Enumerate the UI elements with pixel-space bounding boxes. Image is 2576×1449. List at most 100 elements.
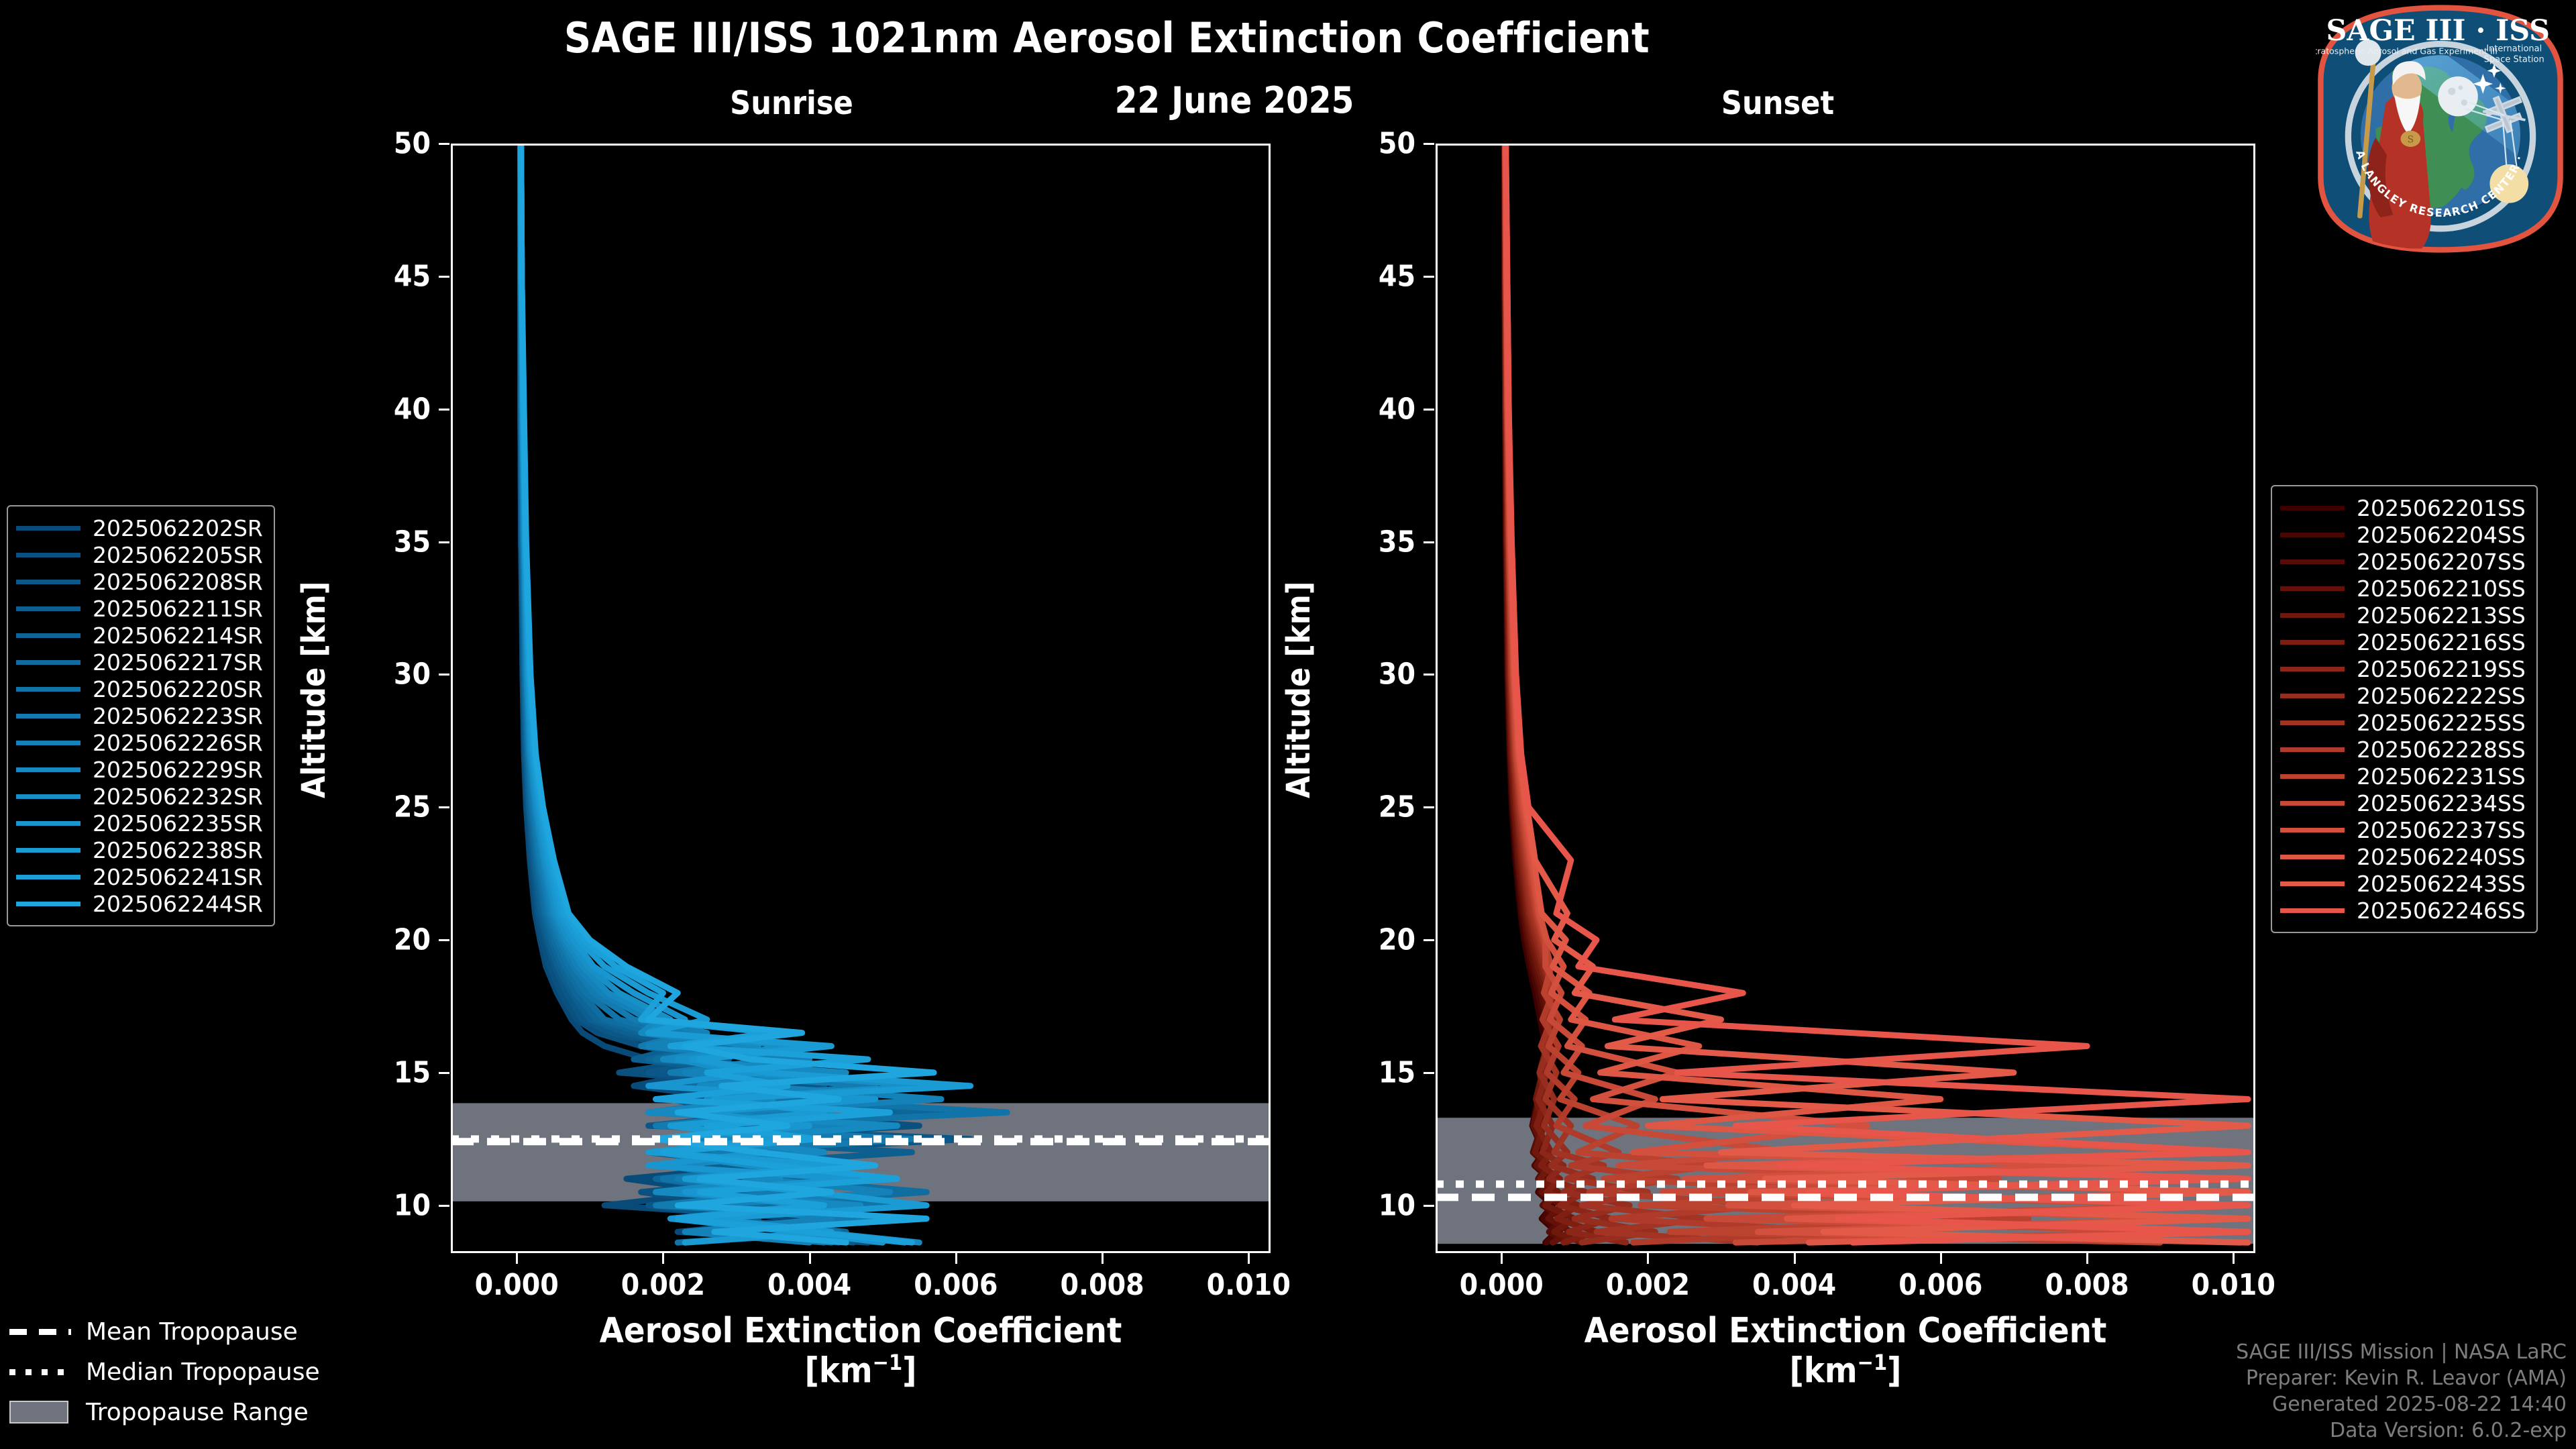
legend-item-label: 2025062216SS (2357, 629, 2526, 655)
legend-item[interactable]: 2025062222SS (2280, 682, 2526, 709)
legend-item[interactable]: 2025062207SS (2280, 548, 2526, 575)
legend-item[interactable]: 2025062201SS (2280, 494, 2526, 521)
legend-item[interactable]: 2025062208SR (16, 568, 263, 595)
profile-line (1503, 146, 2251, 1246)
legend-item-mean-tropopause: Mean Tropopause (9, 1311, 320, 1352)
legend-item[interactable]: 2025062223SR (16, 702, 263, 729)
legend-item-median-tropopause: Median Tropopause (9, 1352, 320, 1392)
x-tick-mark (2086, 1253, 2089, 1264)
legend-sunset-events[interactable]: 2025062201SS 2025062204SS 2025062207SS 2025… (2271, 485, 2538, 933)
legend-item-label: 2025062229SR (93, 756, 263, 783)
sage-iii-iss-mission-patch-logo: S BALL · NASA LANGLEY RESEARCH CENTER · … (2308, 4, 2565, 254)
legend-item[interactable]: 2025062216SS (2280, 629, 2526, 655)
legend-sunrise-events[interactable]: 2025062202SR 2025062205SR 2025062208SR 2025… (7, 505, 275, 926)
legend-color-swatch (2280, 693, 2345, 698)
page-title: SAGE III/ISS 1021nm Aerosol Extinction C… (564, 13, 1650, 62)
x-tick-label: 0.008 (2045, 1268, 2129, 1302)
y-tick-mark (439, 143, 449, 145)
x-tick-label: 0.000 (1459, 1268, 1544, 1302)
y-tick-label: 50 (393, 126, 431, 161)
x-tick-mark (808, 1253, 811, 1264)
y-tick-label: 30 (393, 657, 431, 692)
date-subtitle: 22 June 2025 (1114, 79, 1354, 121)
panel-heading-sunset: Sunset (1721, 85, 1835, 122)
legend-item[interactable]: 2025062219SS (2280, 655, 2526, 682)
axis-label-x-sunrise-unit: [km−1] (804, 1350, 917, 1391)
legend-item[interactable]: 2025062246SS (2280, 897, 2526, 924)
legend-color-swatch (16, 633, 80, 638)
legend-item-label: 2025062208SR (93, 568, 263, 595)
logo-subtitle-right-1: International (2486, 44, 2542, 54)
y-tick-mark (1424, 541, 1434, 543)
legend-color-swatch (2280, 586, 2345, 591)
legend-item[interactable]: 2025062243SS (2280, 870, 2526, 897)
legend-item-label: 2025062225SS (2357, 709, 2526, 736)
y-tick-mark (439, 806, 449, 809)
y-tick-label: 15 (393, 1055, 431, 1090)
y-tick-label: 40 (1378, 392, 1415, 427)
legend-item[interactable]: 2025062205SR (16, 541, 263, 568)
y-tick-mark (1424, 1204, 1434, 1207)
legend-item[interactable]: 2025062231SS (2280, 763, 2526, 790)
legend-item-label: 2025062223SR (93, 702, 263, 729)
x-tick-label: 0.010 (2191, 1268, 2275, 1302)
legend-color-swatch (2280, 773, 2345, 779)
legend-label-mean-tropopause: Mean Tropopause (86, 1318, 298, 1346)
legend-item[interactable]: 2025062234SS (2280, 790, 2526, 816)
legend-item[interactable]: 2025062220SR (16, 676, 263, 702)
legend-color-swatch (16, 847, 80, 853)
legend-item[interactable]: 2025062213SS (2280, 602, 2526, 629)
axis-label-x-sunrise: Aerosol Extinction Coefficient [km−1] (451, 1311, 1271, 1391)
x-tick-mark (955, 1253, 957, 1264)
y-tick-label: 15 (1378, 1055, 1415, 1090)
legend-item[interactable]: 2025062202SR (16, 515, 263, 541)
y-tick-mark (439, 541, 449, 543)
credit-line-preparer: Preparer: Kevin R. Leavor (AMA) (2245, 1366, 2567, 1390)
y-tick-label: 10 (393, 1188, 431, 1223)
legend-item-label: 2025062232SR (93, 783, 263, 810)
y-tick-label: 25 (1378, 790, 1415, 824)
legend-item[interactable]: 2025062240SS (2280, 843, 2526, 870)
legend-item-label: 2025062211SR (93, 595, 263, 622)
legend-item-label: 2025062237SS (2357, 816, 2526, 843)
x-tick-mark (1501, 1253, 1503, 1264)
legend-item[interactable]: 2025062228SS (2280, 736, 2526, 763)
y-tick-label: 35 (393, 525, 431, 559)
legend-item-label: 2025062204SS (2357, 521, 2526, 548)
profile-line (1503, 146, 2251, 1246)
x-tick-label: 0.002 (1605, 1268, 1690, 1302)
legend-item-label: 2025062217SR (93, 649, 263, 676)
x-tick-label: 0.002 (621, 1268, 706, 1302)
legend-item-label: 2025062235SR (93, 810, 263, 837)
legend-color-swatch (2280, 505, 2345, 511)
legend-item[interactable]: 2025062229SR (16, 756, 263, 783)
legend-item[interactable]: 2025062244SR (16, 890, 263, 917)
legend-color-swatch (16, 606, 80, 611)
legend-color-swatch (2280, 908, 2345, 913)
legend-item[interactable]: 2025062241SR (16, 863, 263, 890)
y-tick-label: 50 (1378, 126, 1415, 161)
legend-item[interactable]: 2025062225SS (2280, 709, 2526, 736)
y-tick-mark (1424, 408, 1434, 411)
legend-item[interactable]: 2025062238SR (16, 837, 263, 863)
legend-item-label: 2025062214SR (93, 622, 263, 649)
legend-color-swatch (16, 686, 80, 692)
credits-block: SAGE III/ISS Mission | NASA LaRC Prepare… (2236, 1339, 2567, 1444)
legend-item[interactable]: 2025062217SR (16, 649, 263, 676)
x-tick-label: 0.008 (1060, 1268, 1144, 1302)
legend-item[interactable]: 2025062211SR (16, 595, 263, 622)
legend-item[interactable]: 2025062210SS (2280, 575, 2526, 602)
legend-item[interactable]: 2025062204SS (2280, 521, 2526, 548)
legend-color-swatch (2280, 639, 2345, 645)
legend-color-swatch (2280, 747, 2345, 752)
legend-color-swatch (16, 874, 80, 879)
legend-item[interactable]: 2025062235SR (16, 810, 263, 837)
legend-color-swatch (2280, 854, 2345, 859)
legend-item[interactable]: 2025062214SR (16, 622, 263, 649)
credit-line-mission: SAGE III/ISS Mission | NASA LaRC (2236, 1340, 2567, 1364)
legend-item[interactable]: 2025062226SR (16, 729, 263, 756)
y-tick-mark (439, 674, 449, 676)
x-tick-mark (1939, 1253, 1942, 1264)
legend-item[interactable]: 2025062232SR (16, 783, 263, 810)
legend-item[interactable]: 2025062237SS (2280, 816, 2526, 843)
